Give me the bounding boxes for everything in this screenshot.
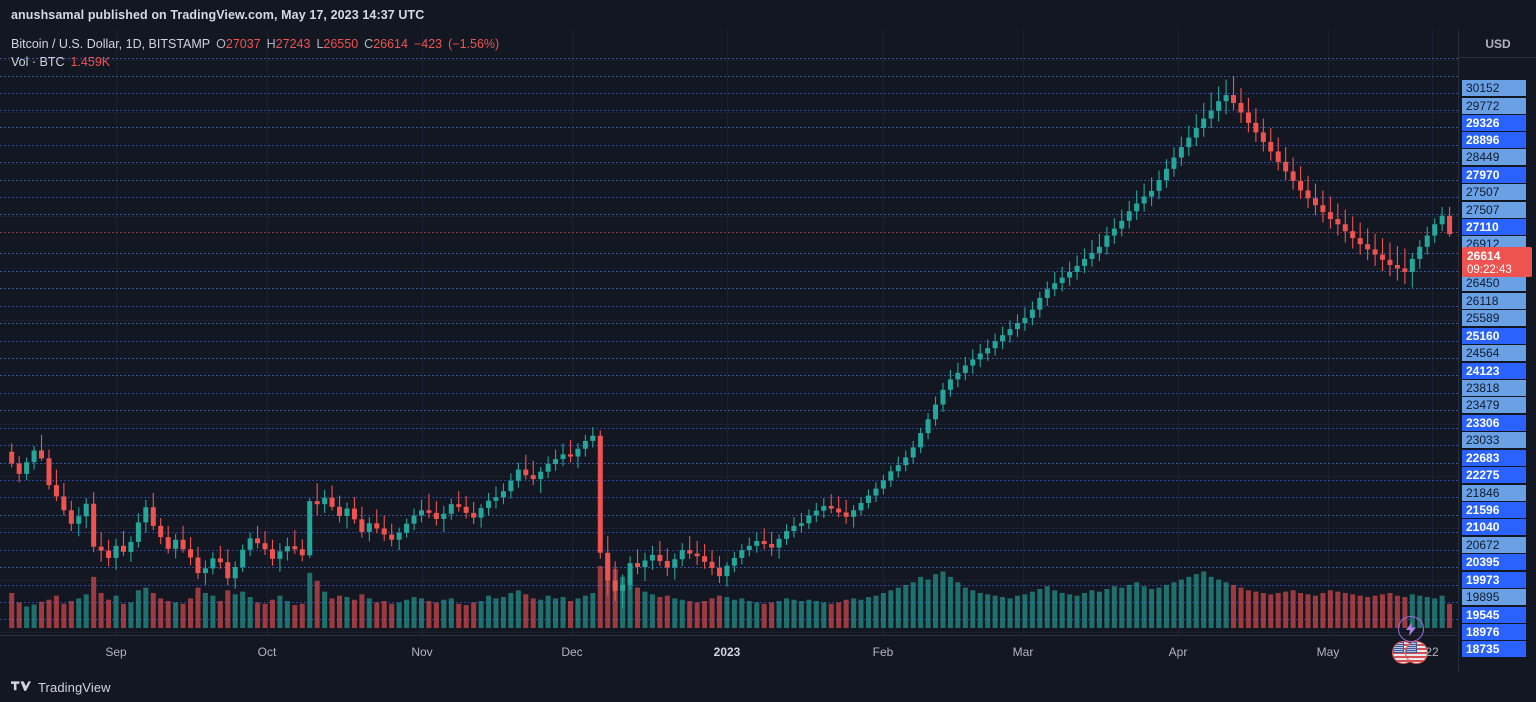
- price-alert-label[interactable]: 23479: [1462, 397, 1526, 413]
- price-alert-label[interactable]: 30152: [1462, 80, 1526, 96]
- time-axis-tick: 22: [1425, 645, 1439, 659]
- plot-area[interactable]: [0, 30, 1458, 635]
- price-alert-label[interactable]: 27507: [1462, 202, 1526, 218]
- last-price-countdown: 09:22:43: [1467, 264, 1512, 276]
- time-axis-tick: Oct: [257, 645, 277, 659]
- lightning-glyph: [1406, 622, 1416, 636]
- price-alert-label[interactable]: 21846: [1462, 485, 1526, 501]
- price-alert-label[interactable]: 18735: [1462, 641, 1526, 657]
- price-alert-label[interactable]: 18976: [1462, 624, 1526, 640]
- price-alert-label[interactable]: 25589: [1462, 310, 1526, 326]
- price-alert-label[interactable]: 23033: [1462, 432, 1526, 448]
- price-alert-label[interactable]: 20672: [1462, 537, 1526, 553]
- price-alert-label[interactable]: 22683: [1462, 450, 1526, 466]
- price-alert-label[interactable]: 21040: [1462, 519, 1526, 535]
- price-alert-label[interactable]: 27110: [1462, 219, 1526, 235]
- time-axis-tick: Nov: [411, 645, 433, 659]
- time-axis[interactable]: Sep Oct Nov Dec 2023 Feb Mar Apr May 22: [0, 635, 1458, 672]
- price-alert-label[interactable]: 22275: [1462, 467, 1526, 483]
- price-alert-label[interactable]: 29772: [1462, 98, 1526, 114]
- price-alert-label[interactable]: 20395: [1462, 554, 1526, 570]
- price-alert-label[interactable]: 29326: [1462, 115, 1526, 131]
- price-alert-label[interactable]: 28449: [1462, 149, 1526, 165]
- price-alert-label[interactable]: 27970: [1462, 167, 1526, 183]
- last-price-value: 26614: [1467, 249, 1501, 263]
- price-alert-label[interactable]: 21596: [1462, 502, 1526, 518]
- time-axis-tick: Sep: [105, 645, 127, 659]
- price-alert-label[interactable]: 23306: [1462, 415, 1526, 431]
- currency-badge: USD: [1459, 30, 1536, 58]
- price-alert-label[interactable]: 19545: [1462, 607, 1526, 623]
- price-alert-label[interactable]: 19895: [1462, 589, 1526, 605]
- time-axis-tick: Apr: [1168, 645, 1188, 659]
- price-alert-label[interactable]: 19973: [1462, 572, 1526, 588]
- time-axis-tick: Feb: [872, 645, 894, 659]
- price-alert-label[interactable]: 23818: [1462, 380, 1526, 396]
- price-axis[interactable]: USD 30152 29772 29326 28896 28449 27970 27507 2…: [1458, 30, 1536, 672]
- lightning-bolt-icon[interactable]: [1398, 616, 1424, 642]
- time-axis-tick: May: [1316, 645, 1340, 659]
- published-bar: anushsamal published on TradingView.com,…: [0, 0, 1536, 30]
- time-axis-tick: 2023: [713, 645, 741, 659]
- price-alert-label[interactable]: 27507: [1462, 184, 1526, 200]
- price-alert-label[interactable]: 26118: [1462, 293, 1526, 309]
- published-text: anushsamal published on TradingView.com,…: [11, 8, 425, 22]
- price-alert-label[interactable]: 24564: [1462, 345, 1526, 361]
- chart-frame: Bitcoin / U.S. Dollar, 1D, BITSTAMP O 270…: [0, 30, 1536, 672]
- usd-coin-front-icon: [1405, 641, 1428, 664]
- time-axis-tick: Dec: [561, 645, 583, 659]
- usd-coin-icons[interactable]: [1392, 641, 1432, 665]
- time-axis-tick: Mar: [1012, 645, 1034, 659]
- last-price-tag: 26614 09:22:43: [1462, 247, 1532, 277]
- price-alert-label[interactable]: 24123: [1462, 363, 1526, 379]
- footer: TradingView: [0, 672, 1536, 702]
- tradingview-logo-icon: [11, 680, 31, 691]
- price-alert-label[interactable]: 28896: [1462, 132, 1526, 148]
- tradingview-logo: TradingView: [11, 680, 111, 695]
- candlestick-plot: [0, 30, 1458, 635]
- price-alert-label[interactable]: 26450: [1462, 275, 1526, 291]
- price-alert-label[interactable]: 25160: [1462, 328, 1526, 344]
- tradingview-logo-text: TradingView: [38, 679, 111, 695]
